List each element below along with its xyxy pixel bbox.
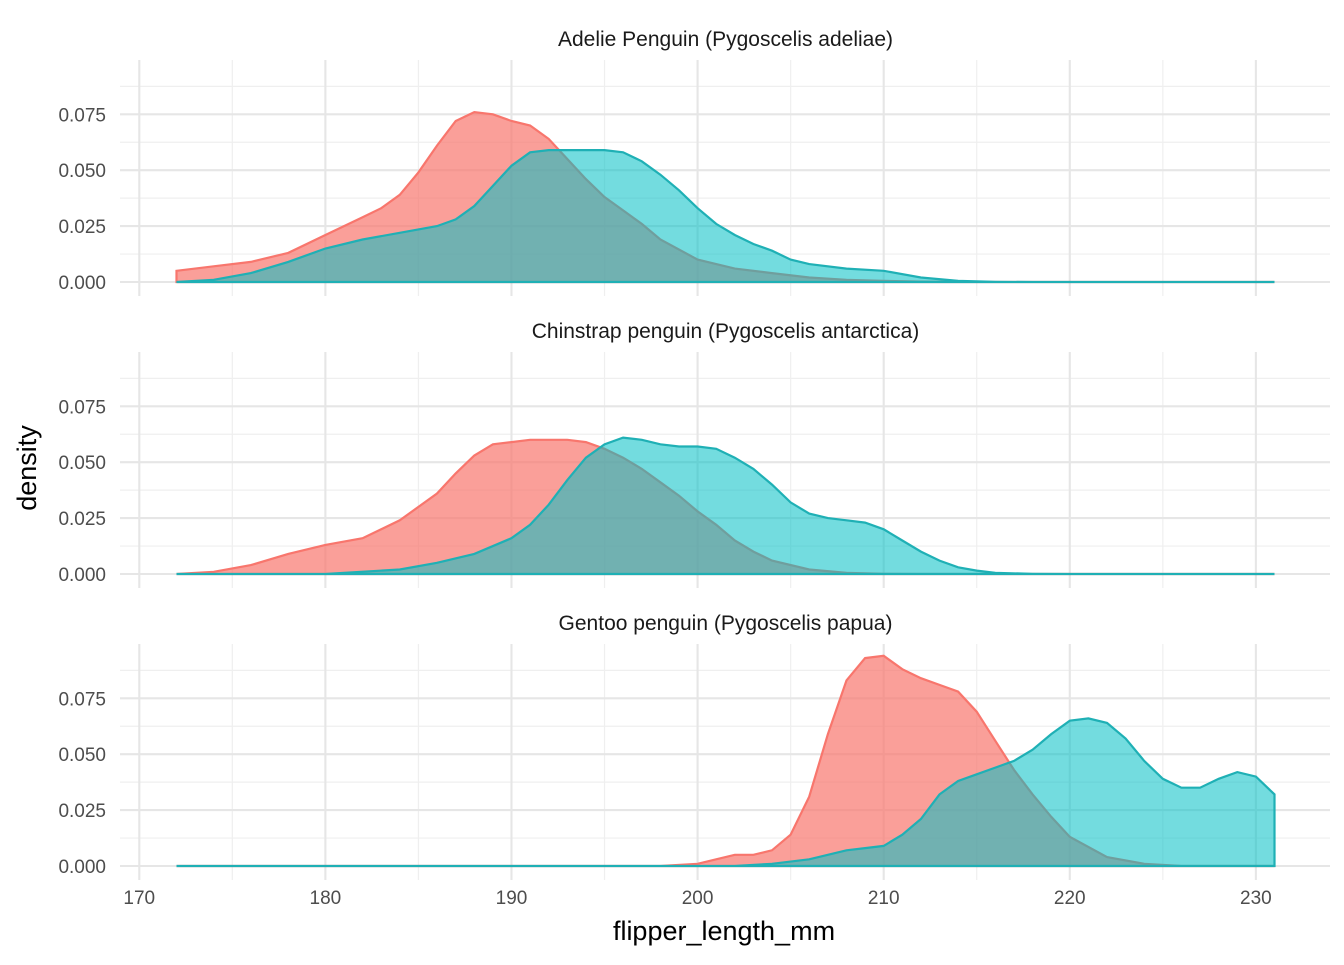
facet-panel: 0.000 0.025 0.050 0.075 Adelie Penguin (Pygo… — [58, 28, 1330, 296]
y-tick-label: 0.075 — [58, 105, 106, 126]
x-tick-label: 220 — [1054, 888, 1086, 909]
y-tick-label: 0.075 — [58, 689, 106, 710]
x-tick-label: 200 — [682, 888, 714, 909]
density-area-male — [176, 436, 1275, 576]
y-tick-label: 0.025 — [58, 801, 106, 822]
x-tick-label: 190 — [496, 888, 528, 909]
x-tick-label: 170 — [123, 888, 155, 909]
y-tick-label: 0.000 — [58, 857, 106, 878]
facets-layer: 0.000 0.025 0.050 0.075 Adelie Penguin (Pygo… — [58, 28, 1330, 880]
x-tick-label: 230 — [1240, 888, 1272, 909]
y-tick-label: 0.075 — [58, 397, 106, 418]
x-tick-label: 180 — [310, 888, 342, 909]
facet-panel: 0.000 0.025 0.050 0.075 Gentoo penguin (Pygo… — [58, 612, 1330, 880]
y-tick-label: 0.050 — [58, 745, 106, 766]
x-axis-title: flipper_length_mm — [613, 916, 835, 946]
x-axis: 170 180 190 200 210 220 230 — [123, 888, 1271, 909]
y-axis-title: density — [12, 425, 42, 511]
facet-title: Adelie Penguin (Pygoscelis adeliae) — [558, 28, 893, 51]
y-tick-label: 0.000 — [58, 273, 106, 294]
y-tick-label: 0.025 — [58, 509, 106, 530]
facet-title: Gentoo penguin (Pygoscelis papua) — [559, 612, 893, 635]
y-tick-label: 0.050 — [58, 161, 106, 182]
density-area-male — [176, 717, 1276, 868]
y-tick-label: 0.050 — [58, 453, 106, 474]
density-area-male — [176, 149, 1275, 284]
facet-title: Chinstrap penguin (Pygoscelis antarctica… — [532, 320, 920, 343]
y-tick-label: 0.000 — [58, 565, 106, 586]
y-tick-label: 0.025 — [58, 217, 106, 238]
x-tick-label: 210 — [868, 888, 900, 909]
facet-panel: 0.000 0.025 0.050 0.075 Chinstrap penguin (P… — [58, 320, 1330, 588]
